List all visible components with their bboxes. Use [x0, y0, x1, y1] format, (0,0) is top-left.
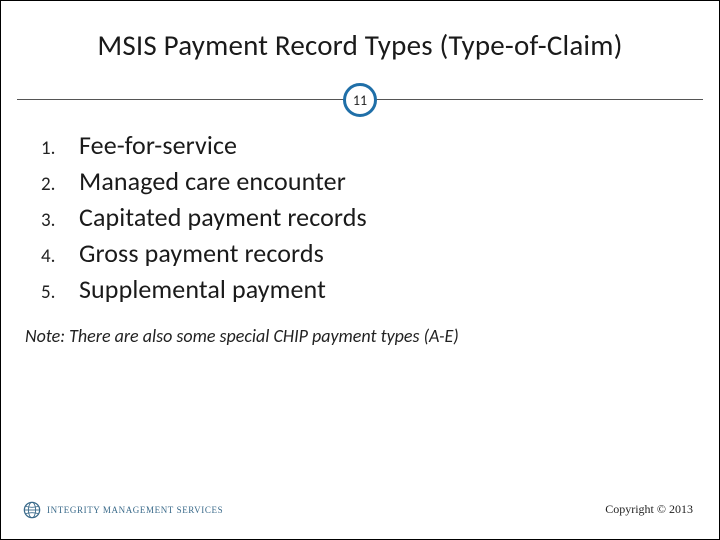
- page-title: MSIS Payment Record Types (Type-of-Claim…: [1, 1, 719, 63]
- list-item: 4. Gross payment records: [41, 237, 679, 269]
- list-text: Supplemental payment: [79, 273, 326, 305]
- ordered-list: 1. Fee-for-service 2. Managed care encou…: [41, 129, 679, 309]
- list-number: 4.: [41, 245, 79, 268]
- list-number: 2.: [41, 173, 79, 196]
- copyright-text: Copyright © 2013: [605, 502, 693, 517]
- note-text: Note: There are also some special CHIP p…: [25, 325, 459, 347]
- footer-logo: INTEGRITY MANAGEMENT SERVICES: [23, 501, 223, 519]
- list-text: Gross payment records: [79, 237, 324, 269]
- list-item: 1. Fee-for-service: [41, 129, 679, 161]
- list-number: 5.: [41, 281, 79, 304]
- slide-number-badge: 11: [343, 83, 377, 117]
- list-item: 3. Capitated payment records: [41, 201, 679, 233]
- list-number: 3.: [41, 209, 79, 232]
- list-number: 1.: [41, 137, 79, 160]
- logo-text: INTEGRITY MANAGEMENT SERVICES: [47, 505, 223, 515]
- list-text: Fee-for-service: [79, 129, 237, 161]
- list-text: Managed care encounter: [79, 165, 346, 197]
- slide-number: 11: [353, 92, 367, 109]
- list-item: 2. Managed care encounter: [41, 165, 679, 197]
- slide: MSIS Payment Record Types (Type-of-Claim…: [0, 0, 720, 540]
- list-text: Capitated payment records: [79, 201, 367, 233]
- list-item: 5. Supplemental payment: [41, 273, 679, 305]
- globe-icon: [23, 501, 41, 519]
